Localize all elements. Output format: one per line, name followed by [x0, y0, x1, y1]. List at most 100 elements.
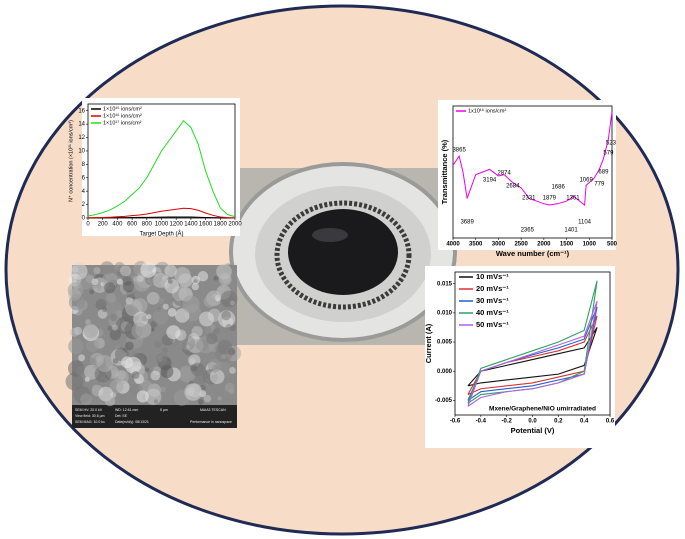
sem-grain	[131, 322, 149, 340]
sem-grain	[68, 294, 85, 311]
sem-grain	[146, 313, 152, 320]
peak-label: 579	[603, 151, 614, 157]
x-tick-label: 1800	[214, 222, 228, 228]
sem-label: SEM MAG: 10.0 kx	[75, 420, 105, 424]
y-tick-label: 12	[78, 135, 85, 141]
sem-grain	[199, 323, 212, 336]
sem-grain	[184, 383, 202, 401]
sem-grain	[203, 295, 216, 308]
peak-label: 3865	[452, 148, 466, 154]
sem-grain	[229, 366, 236, 374]
x-tick-label: -0.2	[501, 419, 512, 425]
sem-grain	[221, 310, 231, 321]
x-tick-label: 2000	[537, 242, 551, 248]
sem-grain	[218, 272, 232, 286]
series-line	[467, 300, 598, 407]
y-tick-label: 6	[82, 175, 86, 181]
sem-grain	[197, 371, 210, 384]
sem-grain	[132, 275, 139, 282]
chart: 4000 3500 3000 2500 2000 1500 1000 500 Wave numb…	[438, 100, 618, 258]
sample-film	[288, 209, 398, 295]
chart: -0.6 -0.4 -0.2 0.0 0.2 0.4 0.6 -0.005 0.000 0.005…	[424, 266, 615, 448]
peak-label: 1879	[543, 196, 557, 202]
sem-image: SEM HV: 20.0 kV WD: 12.61 mm View field: 3…	[65, 260, 242, 428]
sem-grain	[123, 281, 135, 293]
sem-grain	[115, 317, 133, 334]
peak-label: 2331	[522, 196, 536, 202]
y-tick-label: 16	[78, 108, 85, 114]
peak-label: 3689	[460, 220, 474, 226]
sem-grain	[189, 358, 196, 364]
sem-grain	[160, 365, 174, 379]
sem-grain	[217, 339, 233, 355]
x-axis-title: Potential (V)	[511, 426, 555, 435]
peak-label: 2874	[497, 171, 511, 177]
legend-label: 1×10¹⁷ ions/cm²	[103, 119, 142, 126]
sem-label: SEM HV: 20.0 kV	[75, 408, 103, 412]
x-tick-label: -0.4	[476, 419, 487, 425]
sem-grain	[167, 308, 177, 317]
sem-grain	[105, 300, 123, 318]
sem-grain	[220, 354, 226, 360]
sem-grain	[91, 384, 100, 393]
sem-grain	[86, 339, 100, 353]
sem-grain	[65, 372, 84, 391]
sem-grain	[160, 386, 166, 393]
sem-grain	[131, 371, 140, 379]
sem-grain	[102, 307, 108, 313]
sem-grain	[111, 324, 119, 331]
x-tick-label: 1200	[170, 222, 184, 228]
sem-grain	[197, 271, 209, 282]
sem-grain	[100, 261, 114, 275]
legend-label: 10 mVs⁻¹	[476, 272, 509, 281]
x-tick-label: 0.2	[554, 419, 563, 425]
sem-grain	[210, 324, 216, 330]
sem-grain	[158, 297, 165, 305]
x-tick-label: 0	[86, 222, 90, 228]
x-tick-label: 0.4	[580, 419, 589, 425]
sem-info-bar	[72, 405, 237, 428]
plot-frame	[452, 105, 613, 239]
sem-grain	[125, 298, 143, 317]
x-tick-label: 600	[127, 222, 138, 228]
x-tick-label: 2500	[514, 242, 528, 248]
sem-grain	[96, 355, 114, 373]
y-tick-label: 0.000	[437, 369, 453, 375]
sem-grain	[78, 354, 86, 362]
sem-grain	[203, 394, 212, 403]
sem-grain	[206, 333, 218, 345]
x-axis-title: Target Depth (Å)	[139, 231, 183, 238]
sem-grain	[116, 278, 124, 285]
series-line	[87, 207, 236, 219]
y-tick-label: 14	[78, 122, 85, 128]
legend-label: 1x10¹⁶ ions/cm²	[468, 107, 506, 114]
sem-grain	[104, 282, 116, 294]
x-tick-label: 0.0	[528, 419, 537, 425]
series-line	[467, 327, 598, 387]
legend-label: 50 mVs⁻¹	[476, 320, 509, 329]
sem-label: 5 µm	[160, 408, 168, 412]
y-tick-label: 0.005	[437, 340, 453, 346]
chart-bg	[438, 100, 616, 250]
sem-label: Date(m/d/y): 08/13/21	[115, 420, 149, 424]
sem-label: View field: 30.6 µm	[75, 414, 105, 418]
sem-grain	[91, 278, 99, 286]
x-tick-label: 400	[112, 222, 123, 228]
sem-grain	[146, 291, 160, 305]
sem-grain	[213, 275, 219, 281]
peak-label: 523	[606, 141, 617, 147]
sem-grain	[167, 278, 173, 284]
sem-grain	[107, 325, 113, 331]
sem-label: WD: 12.61 mm	[115, 408, 138, 412]
sem-grain	[162, 303, 169, 310]
sem-grain	[184, 368, 190, 374]
x-tick-label: 4000	[446, 242, 460, 248]
sem-grain	[199, 311, 215, 327]
sem-grain	[121, 356, 133, 369]
x-tick-label: 800	[142, 222, 153, 228]
peak-label: 1069	[579, 178, 593, 184]
series-line	[87, 120, 236, 218]
sem-grain	[150, 370, 161, 381]
sem-label: MAIA3 TESCAN	[200, 408, 226, 412]
sem-grain	[232, 266, 237, 272]
